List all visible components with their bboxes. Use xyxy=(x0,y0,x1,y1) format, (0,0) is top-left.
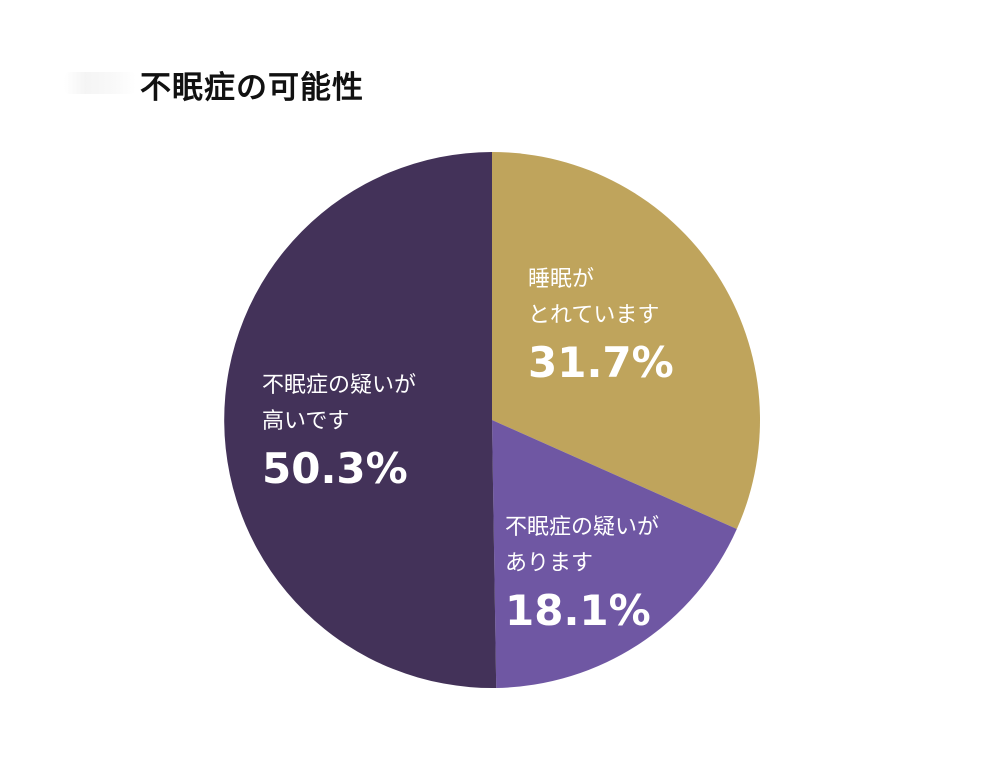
slice-label-line: 不眠症の疑いが xyxy=(262,373,417,398)
slice-label-line: 不眠症の疑いが xyxy=(505,515,660,540)
pie-slice-sleeping-well xyxy=(492,152,761,530)
slice-label-line: 睡眠が xyxy=(528,267,595,292)
slice-label-line: あります xyxy=(505,551,594,576)
slice-label-possible-insomnia: 不眠症の疑いが あります 18.1% xyxy=(505,510,659,638)
slice-percentage: 18.1% xyxy=(505,586,651,635)
chart-title: 不眠症の可能性 xyxy=(140,70,364,106)
slice-percentage: 31.7% xyxy=(528,338,674,387)
pie-slice-likely-insomnia xyxy=(224,152,497,688)
slice-label-line: 高いです xyxy=(262,409,350,434)
slice-label-likely-insomnia: 不眠症の疑いが 高いです 50.3% xyxy=(262,368,416,496)
pie-slice-possible-insomnia xyxy=(492,420,737,688)
slice-percentage: 50.3% xyxy=(262,444,408,493)
slice-label-line: とれています xyxy=(528,303,660,328)
slice-label-sleeping-well: 睡眠が とれています 31.7% xyxy=(528,262,674,390)
title-prefix-blur xyxy=(64,72,136,94)
